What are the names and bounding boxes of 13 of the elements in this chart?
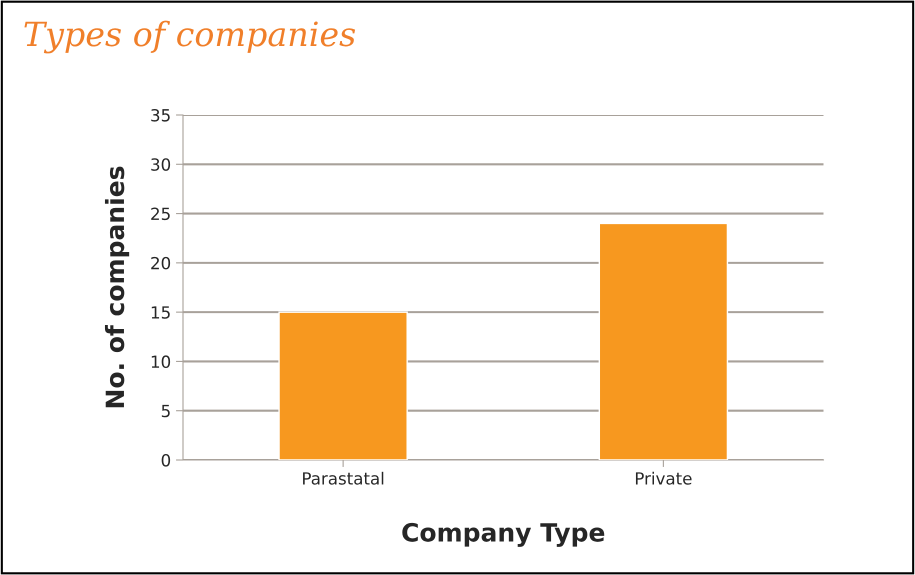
y-axis-title: No. of companies: [104, 166, 130, 408]
chart-title: Types of companies: [24, 20, 356, 54]
x-tick-label: Parastatal: [303, 472, 384, 485]
y-tick-label: 30: [151, 158, 170, 171]
x-axis-title: Company Type: [402, 522, 604, 547]
x-tick-label: Private: [636, 472, 692, 485]
y-tick-label: 0: [162, 454, 170, 467]
y-tick-label: 10: [152, 355, 170, 368]
y-tick-label: 20: [151, 256, 170, 270]
y-tick-label: 5: [162, 404, 170, 418]
y-tick-label: 35: [151, 108, 170, 122]
y-tick-label: 25: [151, 208, 170, 220]
y-tick-label: 15: [152, 306, 170, 319]
